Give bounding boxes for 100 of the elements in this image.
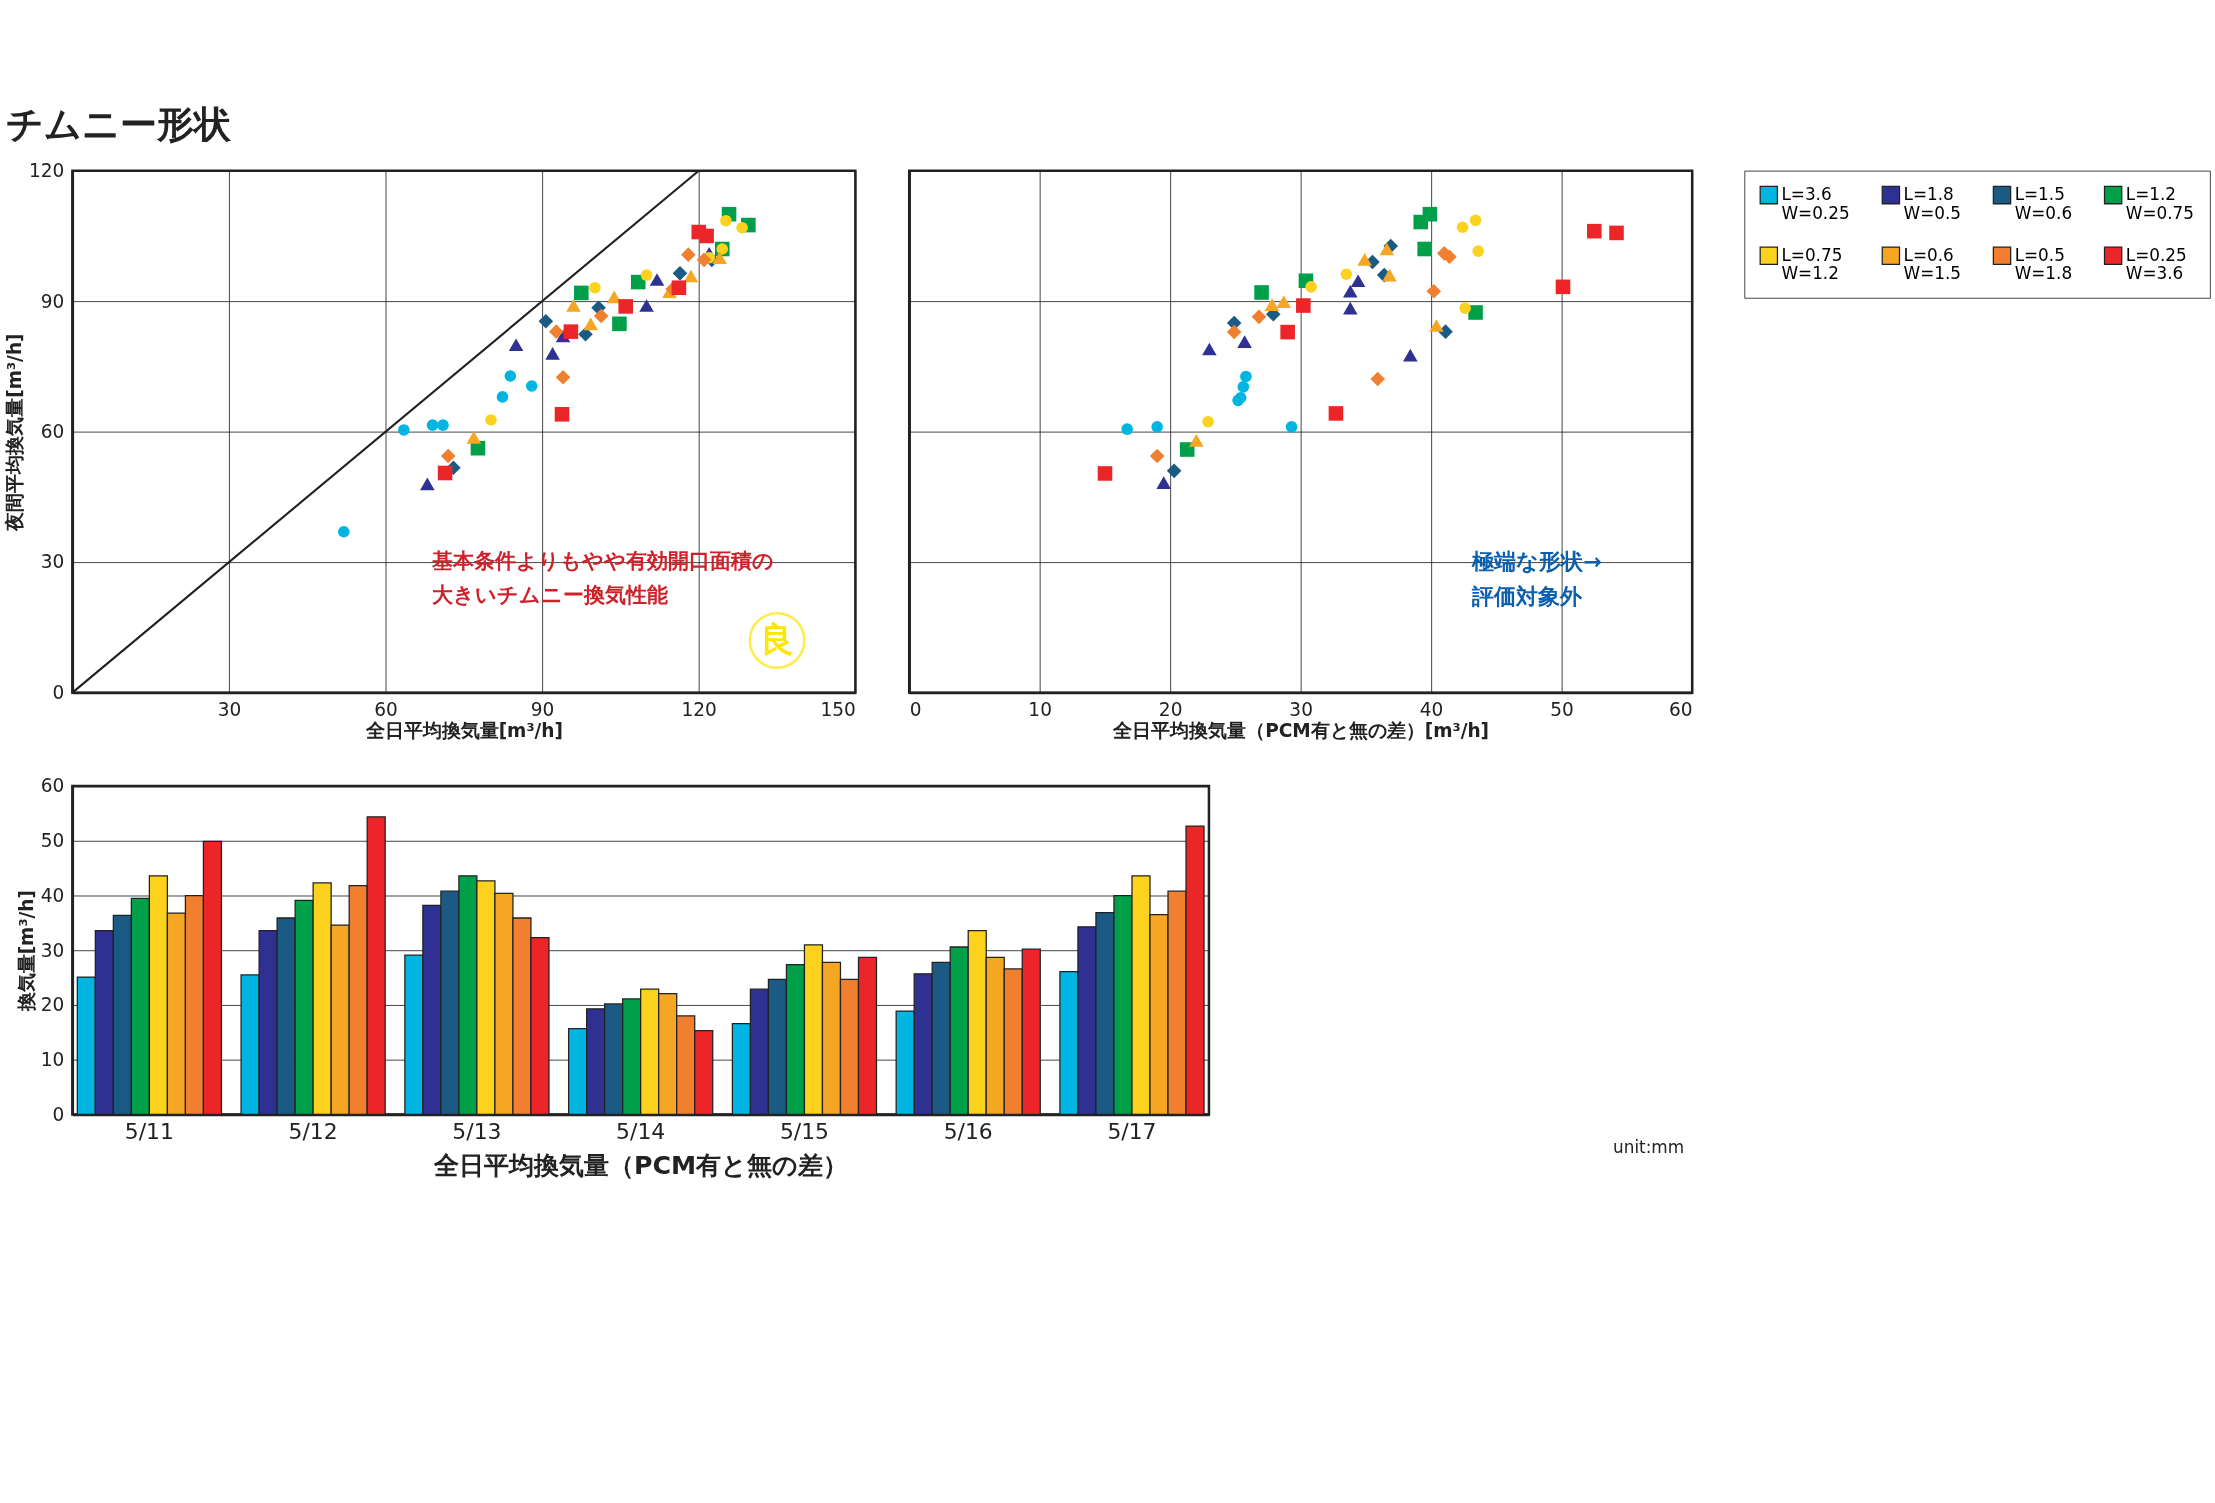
x-tick-label: 0 bbox=[909, 698, 922, 720]
point bbox=[545, 347, 560, 360]
point bbox=[1328, 406, 1344, 421]
x-tick-label: 60 bbox=[374, 698, 398, 720]
point bbox=[736, 221, 748, 234]
point bbox=[426, 419, 439, 431]
point bbox=[1097, 466, 1113, 481]
point bbox=[1156, 476, 1171, 489]
point bbox=[1251, 309, 1267, 325]
point bbox=[720, 214, 732, 227]
point bbox=[1285, 421, 1298, 433]
legend-label: L=1.8 W=0.5 bbox=[1903, 184, 1962, 223]
point bbox=[1202, 342, 1217, 356]
x-tick-label: 10 bbox=[1028, 698, 1052, 720]
point bbox=[672, 266, 688, 281]
legend-label: L=0.6 W=1.5 bbox=[1903, 244, 1962, 284]
point bbox=[639, 299, 654, 312]
text: unit:mm bbox=[1613, 1137, 1685, 1158]
y-tick-label: 0 bbox=[52, 681, 65, 703]
point bbox=[440, 448, 456, 464]
y-tick-label: 60 bbox=[40, 775, 65, 797]
x-tick-label: 5/17 bbox=[1107, 1119, 1157, 1145]
point bbox=[640, 269, 653, 281]
x-axis-title: 全日平均換気量（PCM有と無の差） bbox=[433, 1150, 849, 1180]
point bbox=[618, 299, 633, 314]
chart-title: チムニー形状 bbox=[5, 103, 232, 147]
x-tick-label: 5/11 bbox=[124, 1119, 174, 1145]
point bbox=[1166, 463, 1182, 479]
x-tick-label: 5/12 bbox=[288, 1119, 338, 1145]
annotation: 良 bbox=[760, 619, 795, 659]
point bbox=[1350, 274, 1366, 288]
point bbox=[681, 247, 696, 262]
x-axis-title: 全日平均換気量[m³/h] bbox=[364, 719, 563, 741]
y-tick-label: 50 bbox=[40, 830, 65, 852]
x-axis-title: 全日平均換気量（PCM有と無の差）[m³/h] bbox=[1112, 719, 1490, 741]
point bbox=[1305, 281, 1317, 293]
point bbox=[538, 313, 554, 329]
point bbox=[612, 316, 627, 332]
point bbox=[1149, 448, 1165, 464]
point bbox=[1264, 298, 1280, 311]
point bbox=[1276, 295, 1292, 308]
point bbox=[466, 431, 482, 444]
x-tick-label: 50 bbox=[1550, 698, 1574, 720]
y-tick-label: 10 bbox=[40, 1049, 65, 1071]
point bbox=[1237, 335, 1252, 348]
legend-label: L=1.2 W=0.75 bbox=[2125, 184, 2194, 223]
x-tick-label: 90 bbox=[530, 698, 555, 720]
point bbox=[1587, 223, 1602, 239]
point bbox=[578, 326, 593, 342]
point bbox=[1403, 348, 1418, 362]
y-tick-label: 20 bbox=[40, 994, 65, 1016]
legend-label: L=1.5 W=0.6 bbox=[2014, 184, 2073, 223]
point bbox=[574, 285, 589, 301]
point bbox=[1379, 242, 1395, 256]
legend-label: L=0.75 W=1.2 bbox=[1781, 244, 1843, 284]
point bbox=[563, 324, 579, 339]
point bbox=[1370, 371, 1385, 387]
point bbox=[1555, 279, 1571, 295]
point bbox=[1240, 370, 1252, 383]
point bbox=[593, 308, 609, 324]
x-tick-label: 30 bbox=[217, 698, 242, 720]
point bbox=[1422, 206, 1438, 222]
point bbox=[1202, 415, 1214, 428]
point bbox=[437, 419, 449, 431]
point bbox=[1226, 324, 1242, 340]
point bbox=[496, 391, 509, 403]
y-tick-label: 0 bbox=[52, 1103, 65, 1125]
point bbox=[1189, 434, 1204, 447]
point bbox=[437, 465, 453, 481]
y-tick-label: 40 bbox=[40, 884, 65, 906]
point bbox=[671, 280, 687, 295]
point bbox=[508, 338, 524, 352]
legend-label: L=3.6 W=0.25 bbox=[1781, 184, 1850, 223]
y-tick-label: 30 bbox=[40, 939, 65, 961]
point bbox=[525, 380, 538, 392]
point bbox=[699, 228, 714, 244]
point bbox=[398, 424, 410, 436]
x-tick-label: 5/16 bbox=[943, 1119, 993, 1145]
point bbox=[1357, 253, 1372, 266]
point bbox=[1237, 381, 1250, 393]
point bbox=[338, 525, 350, 538]
point bbox=[683, 269, 699, 283]
point bbox=[1382, 268, 1397, 282]
x-tick-label: 20 bbox=[1158, 698, 1183, 720]
y-tick-label: 120 bbox=[29, 160, 65, 182]
point bbox=[1151, 421, 1163, 433]
point bbox=[1426, 283, 1442, 299]
point bbox=[1417, 241, 1432, 257]
point bbox=[1254, 285, 1269, 300]
point bbox=[1343, 301, 1358, 315]
x-tick-label: 150 bbox=[820, 698, 856, 720]
y-tick-label: 60 bbox=[40, 421, 65, 442]
point bbox=[1121, 423, 1133, 435]
point bbox=[1469, 214, 1482, 227]
point bbox=[420, 477, 435, 491]
x-tick-label: 5/15 bbox=[779, 1119, 829, 1145]
x-tick-label: 5/13 bbox=[452, 1119, 502, 1145]
point bbox=[504, 370, 517, 382]
point bbox=[1468, 305, 1483, 320]
point bbox=[696, 252, 712, 268]
